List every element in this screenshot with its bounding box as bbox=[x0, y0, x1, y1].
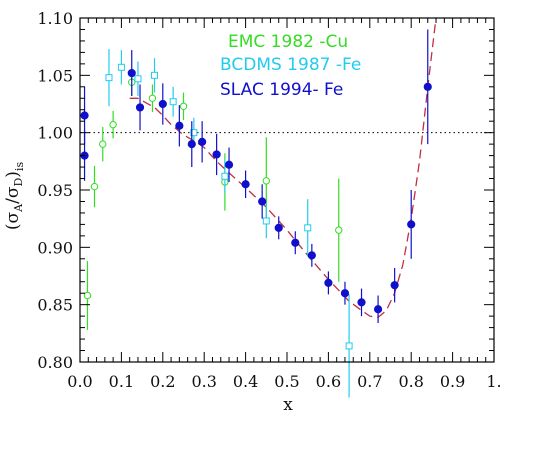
slac-point bbox=[175, 121, 184, 130]
x-tick-label: 0.4 bbox=[233, 372, 258, 391]
emc-point bbox=[335, 226, 343, 234]
x-tick-label: 0.1 bbox=[109, 372, 134, 391]
slac-point bbox=[423, 82, 432, 91]
x-tick-label: 0.2 bbox=[150, 372, 175, 391]
x-axis-title: x bbox=[283, 395, 293, 415]
x-tick-label: 0.3 bbox=[191, 372, 216, 391]
slac-point bbox=[324, 278, 333, 287]
y-tick-label: 0.85 bbox=[37, 296, 73, 315]
slac-point bbox=[241, 180, 250, 189]
x-tick-label: 0.6 bbox=[316, 372, 341, 391]
slac-point bbox=[135, 103, 145, 112]
emc-point bbox=[262, 177, 270, 185]
x-tick-label: 0.0 bbox=[67, 372, 92, 391]
emc-point bbox=[99, 140, 107, 148]
tick-labels-layer: 0.0 0.1 0.2 0.3 0.4 0.5 0.6 0.7 0.8 0.9 1. 0.80 0.85… bbox=[37, 9, 501, 391]
svg-text:(σA/σD)is: (σA/σD)is bbox=[3, 162, 26, 231]
bcdms-point bbox=[105, 74, 113, 82]
axis-ticks-layer bbox=[79, 17, 495, 363]
slac-point bbox=[258, 197, 267, 206]
y-title-close: ) bbox=[3, 171, 23, 178]
y-axis-title: (σA/σD)is bbox=[3, 162, 26, 231]
x-tick-label: 1. bbox=[486, 372, 501, 391]
slac-point bbox=[187, 140, 196, 149]
slac-point bbox=[224, 160, 234, 169]
fit-curve bbox=[129, 18, 437, 318]
y-tick-label: 0.80 bbox=[37, 353, 73, 372]
legend-entry-emc: EMC 1982 -Cu bbox=[228, 32, 348, 52]
slac-point bbox=[357, 298, 366, 307]
data-points-layer bbox=[80, 29, 432, 398]
slac-point bbox=[80, 111, 89, 120]
bcdms-point bbox=[169, 98, 177, 106]
emc-point bbox=[179, 102, 188, 110]
emc-point bbox=[90, 182, 99, 191]
emc-point bbox=[148, 94, 157, 102]
slac-point bbox=[274, 223, 283, 232]
slac-point bbox=[127, 68, 136, 78]
bcdms-point bbox=[262, 217, 270, 225]
y-title-sigma-d: σ bbox=[3, 186, 23, 198]
legend-entry-slac: SLAC 1994- Fe bbox=[220, 80, 343, 100]
slac-point bbox=[198, 137, 207, 146]
bcdms-point bbox=[134, 75, 142, 83]
y-tick-label: 1.05 bbox=[37, 66, 73, 85]
legend: EMC 1982 -Cu BCDMS 1987 -Fe SLAC 1994- F… bbox=[220, 32, 361, 100]
bcdms-point bbox=[190, 129, 198, 137]
slac-point bbox=[390, 281, 399, 290]
slac-point bbox=[407, 220, 416, 229]
bcdms-point bbox=[151, 71, 159, 79]
y-title-sub-d: D bbox=[12, 178, 25, 187]
slac-point bbox=[212, 150, 221, 159]
x-tick-label: 0.8 bbox=[398, 372, 423, 391]
y-tick-label: 1.00 bbox=[37, 124, 73, 143]
y-title-sub-is: is bbox=[13, 162, 26, 172]
x-tick-label: 0.7 bbox=[357, 372, 382, 391]
emc-point bbox=[83, 291, 92, 300]
y-title-sub-a: A bbox=[12, 203, 25, 213]
y-tick-label: 1.10 bbox=[37, 9, 73, 28]
bcdms-point bbox=[221, 172, 229, 180]
bcdms-point bbox=[345, 342, 353, 350]
y-tick-label: 0.90 bbox=[37, 238, 73, 257]
emc-point bbox=[109, 120, 117, 129]
y-title-open: ( bbox=[3, 223, 23, 230]
x-tick-label: 0.5 bbox=[274, 372, 299, 391]
slac-point bbox=[291, 238, 300, 247]
fit-curve-layer bbox=[129, 18, 437, 318]
slac-point bbox=[158, 99, 167, 109]
slac-point bbox=[373, 305, 383, 314]
slac-point bbox=[307, 251, 316, 260]
y-title-slash: / bbox=[3, 198, 23, 204]
x-tick-label: 0.9 bbox=[440, 372, 465, 391]
bcdms-point bbox=[117, 63, 125, 71]
slac-point bbox=[340, 289, 350, 298]
bcdms-point bbox=[304, 224, 312, 232]
y-title-sigma-a: σ bbox=[3, 211, 23, 223]
y-tick-label: 0.95 bbox=[37, 181, 73, 200]
legend-entry-bcdms: BCDMS 1987 -Fe bbox=[220, 55, 361, 75]
